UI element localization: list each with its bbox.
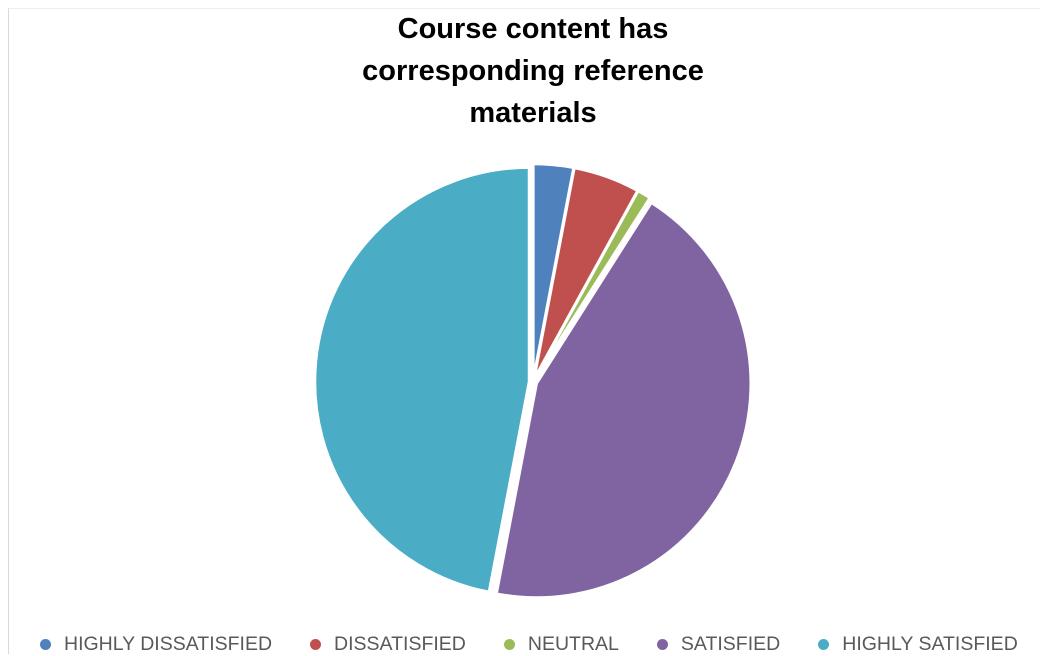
legend-item-highly-dissatisfied: HIGHLY DISSATISFIED xyxy=(40,633,272,656)
legend-label: DISSATISFIED xyxy=(334,632,466,655)
legend-swatch xyxy=(818,638,830,650)
pie-slice-satisfied xyxy=(495,201,752,599)
legend-label: HIGHLY SATISFIED xyxy=(842,632,1018,655)
legend-swatch xyxy=(656,638,668,650)
pie-slice-neutral xyxy=(533,189,651,380)
chart-title: Course content has corresponding referen… xyxy=(362,13,704,129)
pie-slice-highly-satisfied xyxy=(313,166,531,594)
legend-label: NEUTRAL xyxy=(527,632,619,655)
legend-item-highly-satisfied: HIGHLY SATISFIED xyxy=(818,633,1018,656)
legend-label: SATISFIED xyxy=(680,632,781,655)
legend-item-dissatisfied: DISSATISFIED xyxy=(310,633,466,656)
legend-swatch xyxy=(503,638,515,650)
legend-item-satisfied: SATISFIED xyxy=(656,632,781,656)
legend-swatch xyxy=(310,638,322,650)
legend-label: HIGHLY DISSATISFIED xyxy=(64,632,273,655)
legend-swatch xyxy=(40,638,51,650)
legend-item-neutral: NEUTRAL xyxy=(503,632,619,656)
chart-area xyxy=(8,8,1040,654)
legend: HIGHLY DISSATISFIED DISSATISFIED NEUTRAL… xyxy=(40,632,1018,656)
